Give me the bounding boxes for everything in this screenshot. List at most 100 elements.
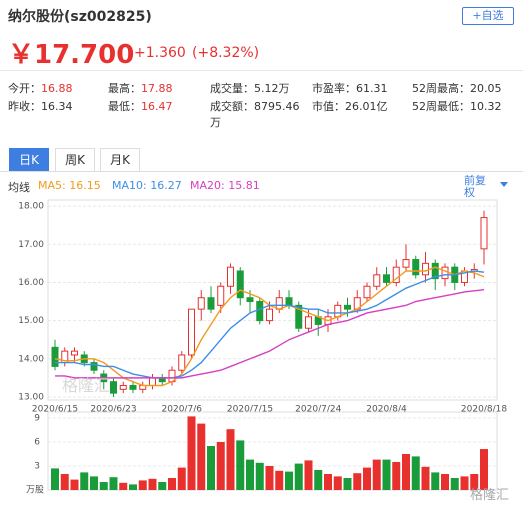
candle-body <box>480 217 488 250</box>
candle-body <box>344 304 351 310</box>
volume-bar <box>363 467 371 490</box>
tab[interactable]: 月K <box>100 148 140 172</box>
candle-body <box>178 354 186 371</box>
volume-bar <box>51 468 59 490</box>
candle-body <box>256 301 264 322</box>
candle-body <box>236 270 244 299</box>
candle-body <box>431 262 439 280</box>
volume-bar <box>255 462 264 490</box>
y-tick-label: 16.00 <box>18 278 44 288</box>
stat-label: 今开： <box>8 82 41 95</box>
stat-value: 26.01亿 <box>345 100 388 113</box>
stat: 成交量：5.12万 <box>210 80 310 96</box>
candle-body <box>295 304 303 329</box>
volume-bar <box>60 474 69 490</box>
volume-bar <box>197 423 206 490</box>
volume-bar <box>304 460 313 490</box>
stat: 最高：17.88 <box>108 80 173 96</box>
candle-body <box>422 262 429 276</box>
legend-entry: MA10: 16.27 <box>112 179 182 192</box>
volume-bar <box>119 482 128 490</box>
candle-body <box>227 266 234 287</box>
x-tick-label: 2020/7/6 <box>162 405 203 415</box>
stat-label: 52周最低： <box>412 100 470 113</box>
y-tick-label: 18.00 <box>18 202 44 212</box>
candle-body <box>71 350 78 356</box>
volume-bar <box>324 474 332 490</box>
ma-line <box>55 270 485 379</box>
volume-bar <box>372 459 381 490</box>
volume-bar <box>285 471 293 490</box>
candle-body <box>373 274 381 287</box>
stat-value: 20.05 <box>470 82 502 95</box>
stat-label: 昨收： <box>8 100 41 113</box>
candle-body <box>285 297 293 306</box>
volume-bar <box>246 459 254 490</box>
stat: 最低：16.47 <box>108 98 173 114</box>
stat: 市盈率：61.31 <box>312 80 388 96</box>
stock-title: 纳尔股份(sz002825) <box>8 9 152 25</box>
stat-value: 61.31 <box>356 82 388 95</box>
volume-bar <box>431 472 440 490</box>
tab[interactable]: 周K <box>55 148 95 172</box>
volume-bar <box>460 476 469 490</box>
change: +1.360 <box>134 45 186 61</box>
stat: 52周最高：20.05 <box>412 80 502 96</box>
y-tick-label: 14.00 <box>18 354 44 364</box>
y-tick-label: 9 <box>34 414 40 424</box>
y-tick-label: 13.00 <box>18 392 44 402</box>
stat-label: 成交额： <box>210 100 254 113</box>
volume-bar <box>70 479 79 490</box>
volume-bar <box>470 474 479 490</box>
watermark: 格隆汇 <box>62 376 111 395</box>
stat-label: 最低： <box>108 100 141 113</box>
price: ￥17.700 <box>8 40 135 70</box>
divider <box>0 171 523 172</box>
volume-bar <box>402 454 410 490</box>
candle-body <box>110 381 117 394</box>
y-tick-label: 15.00 <box>18 316 44 326</box>
stat: 今开：16.88 <box>8 80 73 96</box>
stat-label: 最高： <box>108 82 141 95</box>
volume-bar <box>109 477 118 490</box>
watch-button[interactable]: +自选 <box>462 7 514 25</box>
stat-value: 16.88 <box>41 82 73 95</box>
legend-entry: MA5: 16.15 <box>38 179 101 192</box>
candle-body <box>188 308 195 356</box>
x-tick-label: 2020/7/15 <box>227 405 273 415</box>
volume-bar <box>382 459 391 490</box>
volume-bar <box>333 476 342 490</box>
y-tick-label: 17.00 <box>18 240 44 250</box>
volume-bar <box>411 456 420 490</box>
tab[interactable]: 日K <box>9 148 49 172</box>
candle-body <box>266 308 273 322</box>
candle-body <box>441 266 449 280</box>
volume-bar <box>90 476 98 490</box>
stat-value: 5.12万 <box>254 82 290 95</box>
adjust-select[interactable]: 前复权 <box>464 174 486 199</box>
y-tick-label: 6 <box>34 438 40 448</box>
candle-body <box>51 346 59 367</box>
volume-bar <box>158 482 167 490</box>
candle-body <box>402 259 410 268</box>
volume-bar <box>353 473 362 490</box>
stat-value: 10.32 <box>470 100 502 113</box>
volume-bar <box>226 429 235 490</box>
dropdown-icon[interactable] <box>500 182 508 187</box>
candle-body <box>392 266 400 283</box>
volume-bar <box>80 472 89 490</box>
volume-bar <box>236 440 245 490</box>
candle-body <box>149 377 156 386</box>
stat: 市值：26.01亿 <box>312 98 388 114</box>
divider <box>0 70 523 71</box>
volume-bar <box>187 416 196 490</box>
change-pct: (+8.32%) <box>192 45 260 61</box>
volume-bar <box>265 466 274 490</box>
candle-body <box>246 297 254 303</box>
plot-frame <box>47 199 498 401</box>
candle-body <box>217 285 225 306</box>
stat-label: 市盈率： <box>312 82 356 95</box>
volume-bar <box>148 478 157 490</box>
